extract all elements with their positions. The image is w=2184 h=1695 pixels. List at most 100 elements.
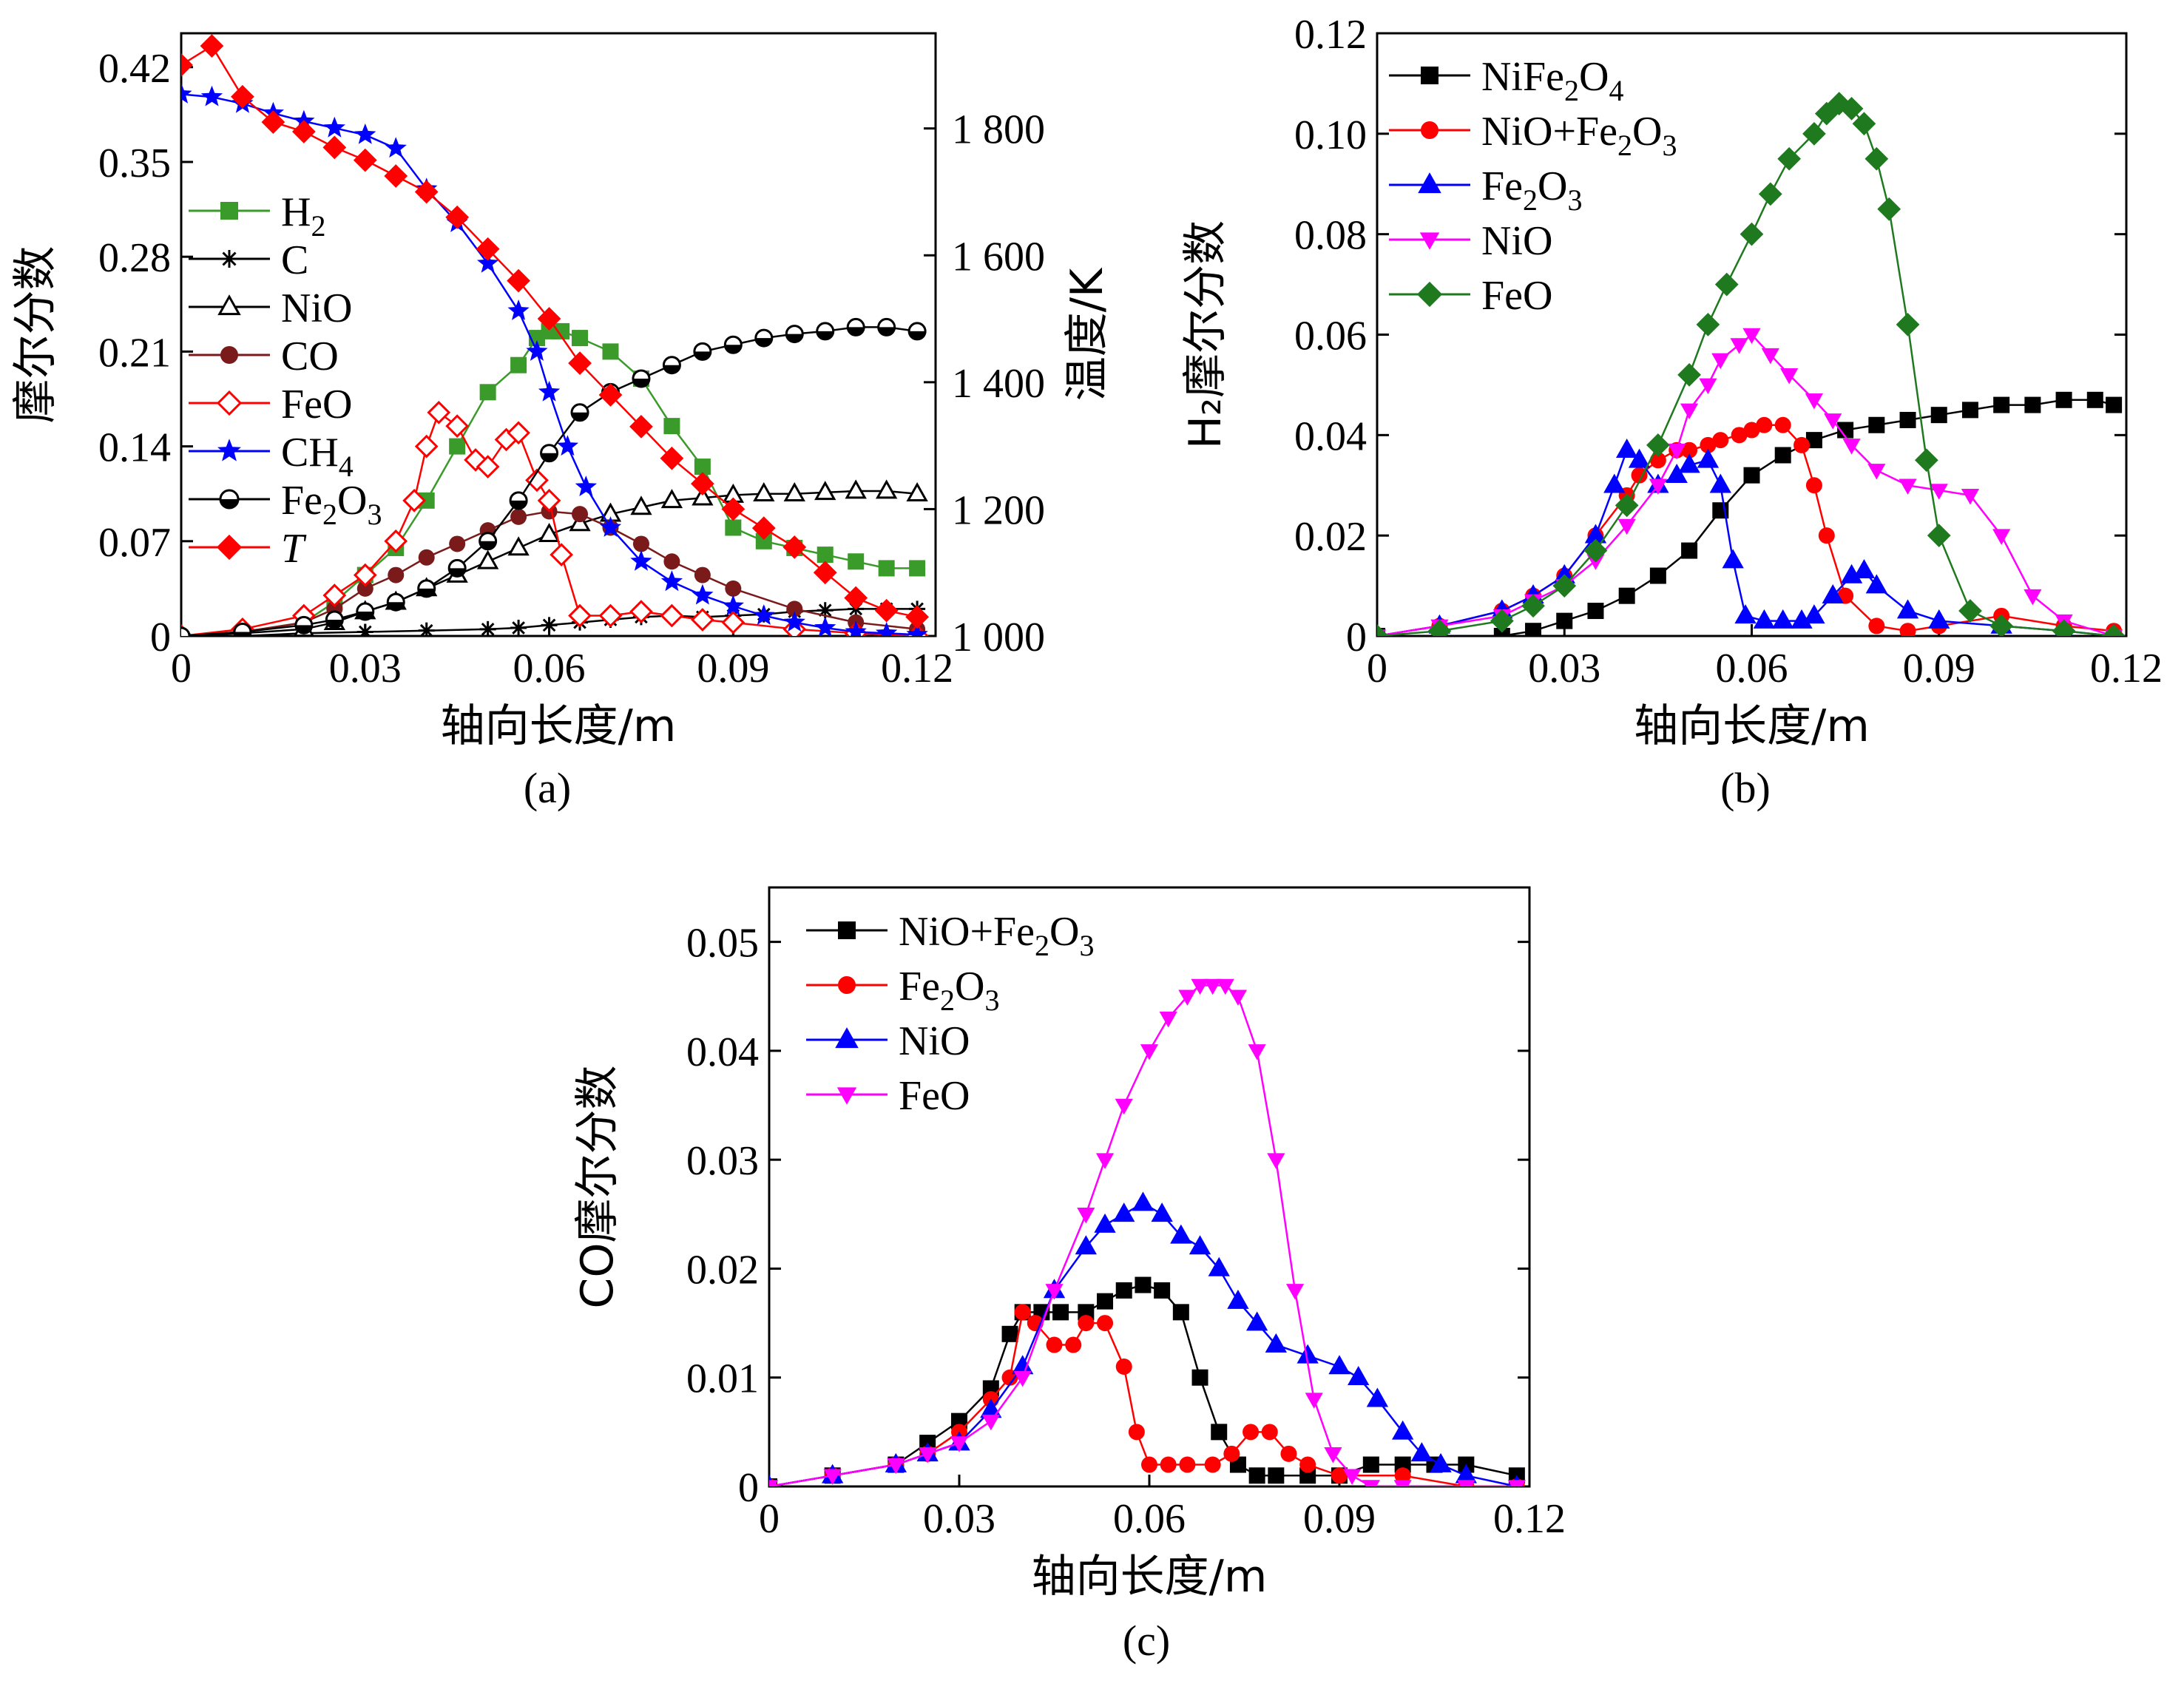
data-point-NiFe2O4: [1899, 411, 1916, 428]
plot-frame: [768, 886, 1531, 1488]
data-point-NiO: [1824, 413, 1842, 430]
x-axis-title: 轴向长度/m: [441, 700, 677, 752]
data-point-NiO+Fe2O3: [1154, 1282, 1171, 1299]
legend-item-NiO+Fe2O3: NiO+Fe2O3: [806, 909, 1094, 962]
marker-fill: [786, 334, 803, 342]
data-point-FeO: [1896, 313, 1920, 336]
data-point-FeO: [476, 455, 500, 478]
legend-marker: [219, 489, 240, 510]
data-point-CH4: [722, 595, 744, 616]
series-line-NiO+Fe2O3: [769, 1284, 1518, 1486]
data-point-NiFe2O4: [1993, 396, 2010, 413]
data-point-CH4: [630, 549, 652, 571]
legend-item-FeO: FeO: [806, 1073, 970, 1119]
data-point-FeO: [1864, 146, 1889, 171]
legend-text-part: O: [1049, 909, 1079, 955]
data-point-FeO: [1696, 313, 1720, 336]
panel-a-chart: 0 0.03 0.06 0.09 0.12 0 0.07 0.14 0.21 0.28 0.35 0.…: [10, 32, 1113, 812]
data-point-NiO: [906, 481, 928, 501]
marker-fill: [388, 602, 405, 611]
data-point-H2: [725, 519, 742, 536]
data-point-NiO+Fe2O3: [1211, 1424, 1228, 1441]
legend-marker: [217, 439, 241, 461]
data-point-FeO: [721, 610, 746, 635]
data-point-NiFe2O4: [1930, 407, 1947, 424]
data-point-T: [181, 53, 193, 77]
legend-label: NiFe2O4: [1481, 54, 1623, 107]
data-point-FeO: [1714, 272, 1739, 297]
legend-text-part: FeO: [1481, 273, 1552, 319]
legend-item-T: T: [189, 526, 307, 572]
legend-subscript: 3: [1662, 129, 1677, 162]
data-point-FeO: [1507, 1480, 1526, 1486]
legend-text-part: O: [955, 964, 984, 1009]
series-line-NiO: [1377, 333, 2114, 636]
data-point-FeO: [1324, 1447, 1342, 1464]
data-point-T: [231, 84, 254, 109]
panel-label: (a): [524, 764, 571, 812]
data-point-Fe2O3: [662, 356, 681, 375]
data-point-Fe2O3: [1243, 1424, 1260, 1441]
y-tick-label: 0.01: [686, 1356, 759, 1402]
data-point-NiO: [1867, 464, 1886, 480]
data-point-FeO: [568, 603, 592, 628]
data-point-T: [905, 605, 929, 629]
data-point-FeO: [1521, 594, 1545, 618]
legend-subscript: 2: [940, 984, 955, 1017]
data-point-Fe2O3: [785, 325, 804, 344]
data-point-CH4: [323, 116, 345, 138]
data-point-Fe2O3: [1394, 1467, 1411, 1484]
data-point-NiO: [1699, 378, 1717, 395]
data-point-CH4: [477, 251, 499, 273]
legend-text-part: Fe: [899, 964, 940, 1009]
marker-fill: [173, 636, 189, 644]
data-point-NiO+Fe2O3: [1818, 527, 1835, 544]
legend-label: NiO+Fe2O3: [899, 909, 1094, 962]
data-point-Fe2O3: [1666, 463, 1688, 483]
data-point-NiO: [1227, 1289, 1249, 1309]
data-point-FeO: [823, 1469, 842, 1485]
data-point-FeO: [1191, 978, 1209, 995]
data-point-FeO: [598, 603, 623, 628]
plot-area: [173, 34, 929, 644]
data-point-NiO: [1366, 1387, 1389, 1407]
data-point-H2: [510, 356, 527, 373]
data-point-CH4: [507, 300, 530, 320]
data-point-Fe2O3: [632, 369, 651, 388]
data-point-FeO: [1427, 619, 1452, 636]
data-point-Fe2O3: [1078, 1315, 1095, 1332]
data-point-FeO: [629, 600, 653, 623]
data-point-NiO: [1649, 478, 1667, 495]
data-point-FeO: [1490, 609, 1514, 633]
legend-marker: [1421, 67, 1438, 84]
series-H2: [295, 322, 926, 631]
data-point-NiO: [1208, 1256, 1230, 1276]
data-point-Fe2O3: [1280, 1445, 1297, 1462]
data-point-Fe2O3: [570, 403, 589, 422]
data-point-NiO: [1961, 489, 1980, 505]
data-point-FeO: [1393, 1480, 1412, 1486]
legend-text-part: NiO: [1481, 218, 1552, 264]
data-point-Fe2O3: [1697, 448, 1720, 468]
y-tick-label: 0: [738, 1465, 759, 1511]
y-tick-label: 0: [150, 615, 171, 660]
data-point-NiO: [1617, 518, 1636, 535]
series-FeO: [769, 978, 1526, 1486]
legend-label: NiO: [281, 285, 352, 331]
data-point-NiO: [1761, 348, 1779, 365]
data-point-FeO: [1159, 1011, 1177, 1028]
data-point-T: [813, 561, 837, 585]
data-point-NiO+Fe2O3: [1052, 1304, 1069, 1321]
data-point-Fe2O3: [1331, 1467, 1348, 1484]
legend-item-CH4: CH4: [189, 430, 354, 483]
x-tick-label: 0.12: [2090, 646, 2163, 691]
data-point-FeO: [1914, 448, 1938, 473]
data-point-CH4: [783, 611, 805, 632]
marker-fill: [541, 453, 558, 461]
data-point-FeO: [414, 434, 439, 459]
data-point-CH4: [354, 124, 376, 144]
data-point-FeO: [1583, 538, 1608, 563]
data-point-C: [356, 623, 373, 636]
